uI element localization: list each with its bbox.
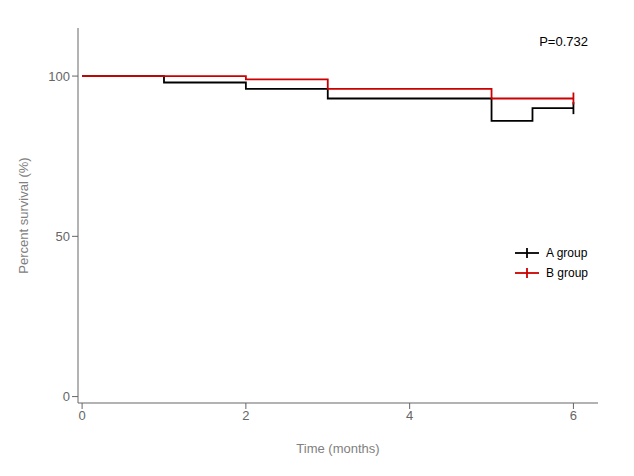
svg-text:Time (months): Time (months) <box>296 441 379 456</box>
svg-text:0: 0 <box>63 389 70 404</box>
svg-text:2: 2 <box>242 408 249 423</box>
svg-text:50: 50 <box>56 229 70 244</box>
svg-text:100: 100 <box>48 69 70 84</box>
svg-text:6: 6 <box>570 408 577 423</box>
svg-text:4: 4 <box>406 408 413 423</box>
html-text:P=0.732: P=0.732 <box>539 34 588 49</box>
html-text:A group: A group <box>546 245 588 260</box>
svg-text:0: 0 <box>78 408 85 423</box>
svg-text:Percent survival (%): Percent survival (%) <box>16 157 31 273</box>
html-text:B group: B group <box>546 265 588 280</box>
